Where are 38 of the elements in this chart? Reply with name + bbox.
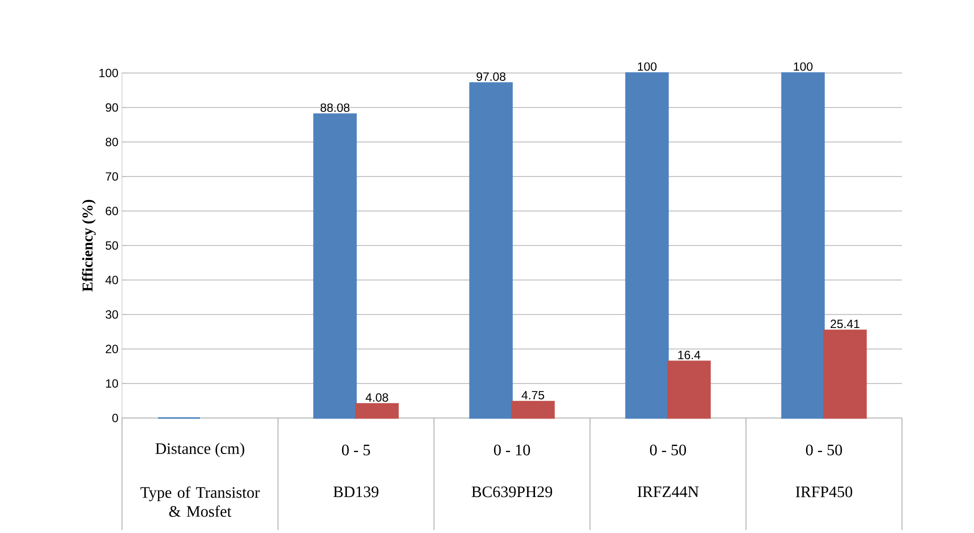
y-tick-label: 80 (106, 138, 118, 146)
text: 0 - 50 (650, 444, 686, 456)
bar (667, 360, 711, 419)
data-label: 25.41 (830, 320, 860, 328)
text: 0 - 10 (494, 444, 530, 456)
text: 0 - 50 (806, 444, 842, 456)
y-tick-label: 50 (106, 241, 118, 250)
bar (625, 72, 669, 419)
data-label: 4.08 (366, 393, 388, 402)
data-label: 4.75 (522, 391, 544, 400)
x-tick-label: IRFP450 (796, 486, 852, 498)
text: Distance (cm) (156, 442, 244, 458)
y-tick-label: 10 (106, 379, 118, 388)
y-tick-label: 0 (112, 414, 118, 422)
y-axis-title: Efficiency (%) (82, 200, 96, 292)
y-tick-label: 90 (106, 103, 118, 112)
x-tick-label: IRFZ44N (638, 486, 699, 497)
data-label: 88.08 (320, 103, 350, 112)
text: 0 - 5 (342, 444, 370, 456)
data-label: 16.4 (678, 350, 700, 360)
y-tick-label: 60 (106, 206, 118, 216)
data-label: 100 (794, 62, 813, 71)
y-tick-label: 20 (106, 344, 118, 354)
bar (313, 113, 357, 419)
bar (781, 72, 825, 419)
data-label: 100 (638, 62, 657, 71)
y-tick-label: 30 (106, 310, 118, 319)
x-tick-label: BC639PH29 (472, 486, 552, 498)
y-tick-label: 100 (99, 68, 118, 78)
bar (511, 400, 555, 419)
y-tick-label: 70 (106, 172, 118, 181)
bar (469, 82, 513, 419)
x-tick-label: Type of Transistor & Mosfet (140, 486, 260, 517)
x-tick-label: BD139 (333, 486, 378, 498)
data-label: 97.08 (476, 72, 506, 81)
y-tick-label: 40 (105, 276, 118, 284)
bar (823, 330, 867, 419)
bar (355, 403, 399, 419)
